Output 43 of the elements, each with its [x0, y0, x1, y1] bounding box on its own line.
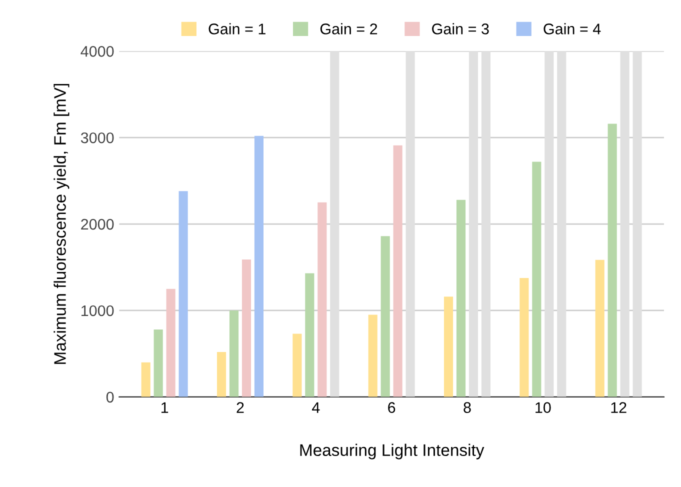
bar: [557, 51, 566, 397]
bar: [292, 334, 302, 397]
y-tick-label: 0: [106, 392, 114, 403]
bar: [141, 362, 150, 397]
bar: [254, 136, 264, 397]
bar: [368, 314, 378, 397]
bar: [456, 200, 466, 397]
y-tick-label: 3000: [80, 132, 114, 144]
bar: [330, 51, 340, 397]
y-tick-label: 2000: [81, 218, 114, 230]
bar: [532, 162, 542, 397]
bar: [178, 191, 188, 397]
x-tick-label: 10: [536, 402, 551, 413]
x-tick-label: 8: [464, 402, 471, 413]
bar: [595, 260, 604, 397]
y-tick-label: 4000: [80, 46, 114, 57]
bar: [242, 259, 252, 397]
bar: [481, 51, 491, 397]
y-axis-title: Maximum fluorescence yield, Fm [mV]: [54, 84, 70, 364]
bar: [406, 51, 415, 397]
bar: [229, 310, 239, 397]
legend-label: Gain = 2: [320, 23, 378, 34]
legend-label: Gain = 3: [432, 23, 489, 34]
x-tick-label: 4: [312, 402, 320, 413]
bar: [608, 124, 617, 397]
legend-label: Gain = 4: [544, 23, 601, 34]
bar: [520, 278, 529, 397]
bar: [154, 329, 163, 397]
bar: [216, 352, 226, 397]
x-tick-label: 2: [236, 402, 244, 413]
bar: [444, 296, 454, 397]
y-tick-label: 1000: [81, 305, 114, 316]
x-axis-title: Measuring Light Intensity: [300, 444, 484, 460]
bar: [393, 145, 402, 397]
x-tick-label: 6: [388, 402, 396, 413]
bar: [305, 273, 314, 397]
x-tick-label: 12: [611, 402, 626, 413]
bar: [632, 51, 642, 397]
legend-label: Gain = 1: [208, 23, 266, 34]
bar: [166, 288, 176, 397]
bar: [380, 236, 390, 397]
x-tick-label: 1: [161, 402, 168, 413]
bar: [318, 202, 327, 397]
